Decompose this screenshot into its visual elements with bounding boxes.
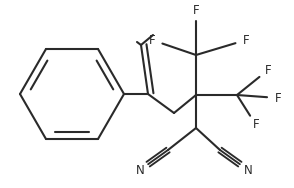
Text: F: F bbox=[243, 33, 249, 46]
Text: F: F bbox=[149, 33, 155, 46]
Text: N: N bbox=[244, 164, 252, 177]
Text: F: F bbox=[193, 4, 199, 17]
Text: F: F bbox=[275, 92, 281, 105]
Text: F: F bbox=[265, 64, 271, 77]
Text: F: F bbox=[253, 118, 259, 131]
Text: N: N bbox=[136, 164, 144, 177]
